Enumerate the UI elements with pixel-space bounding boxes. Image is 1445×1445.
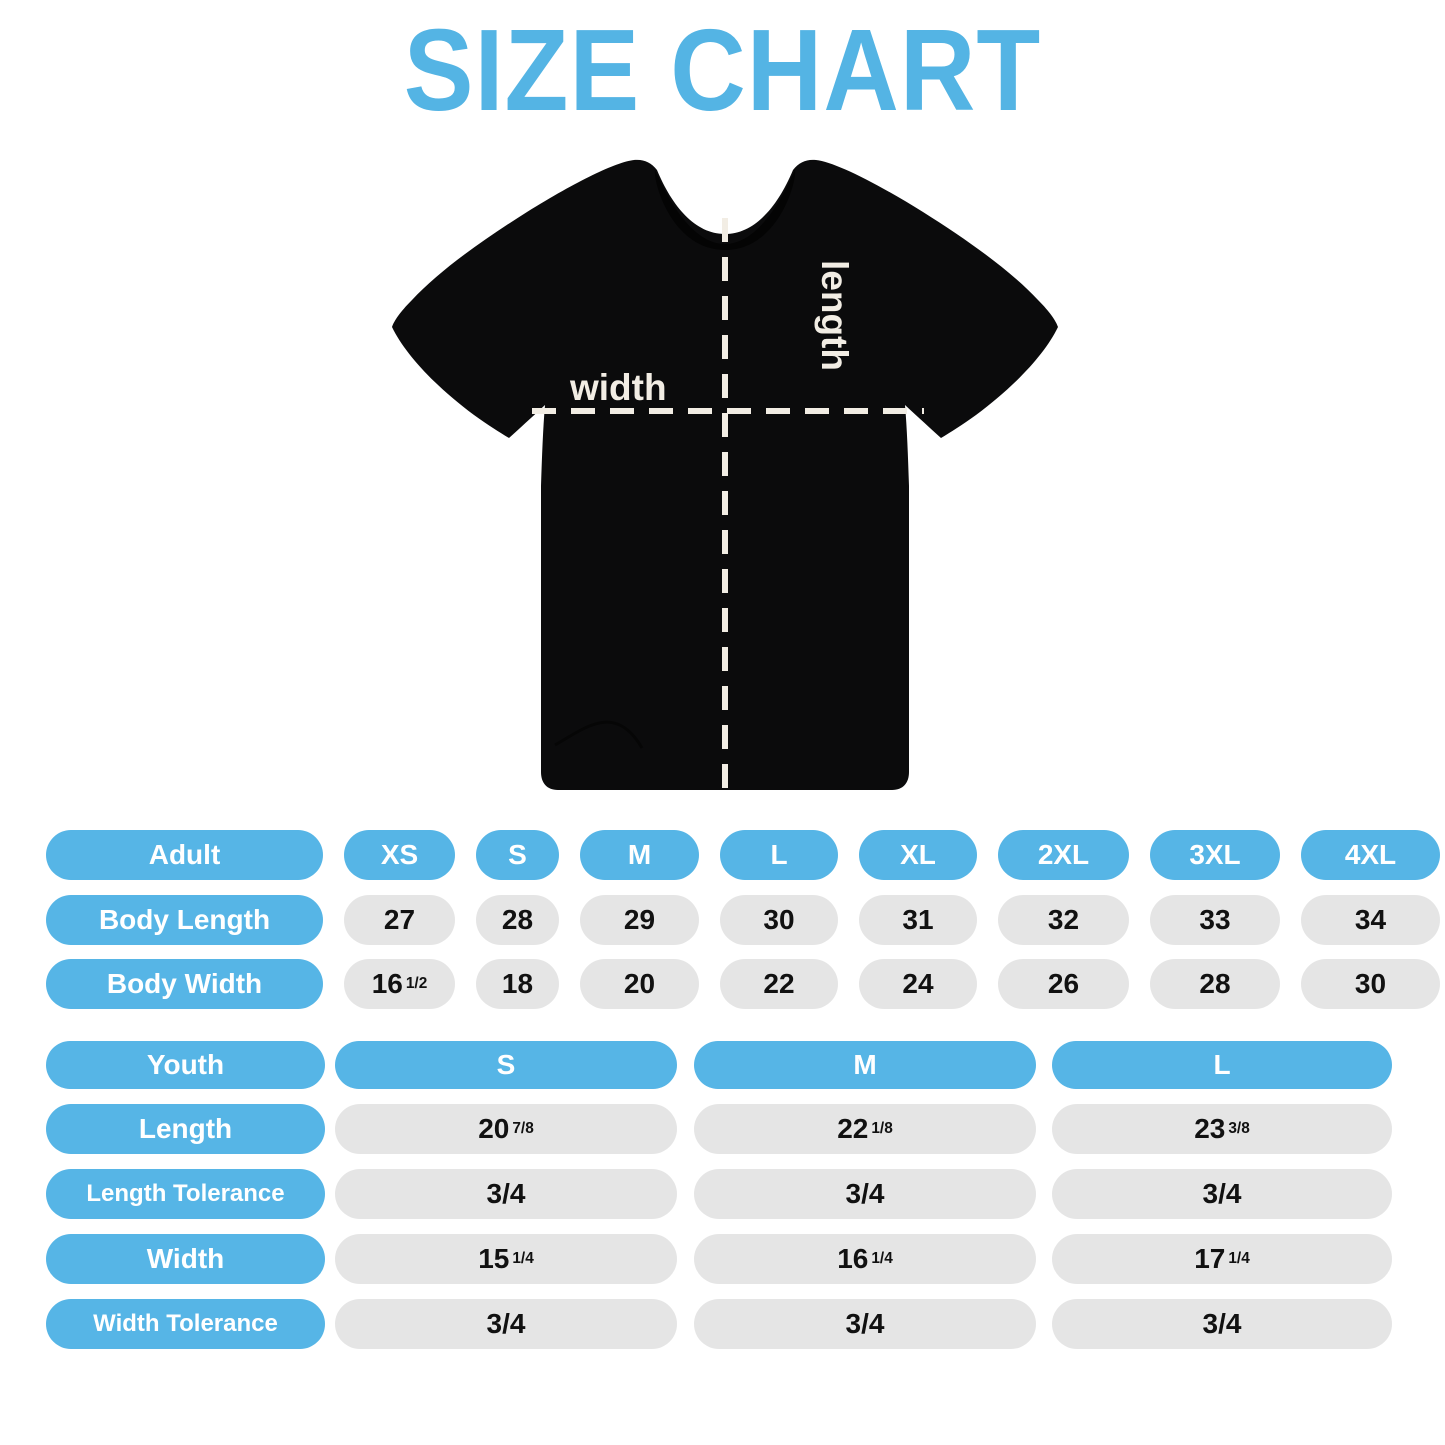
- svg-text:width: width: [569, 367, 667, 408]
- svg-text:length: length: [814, 260, 855, 371]
